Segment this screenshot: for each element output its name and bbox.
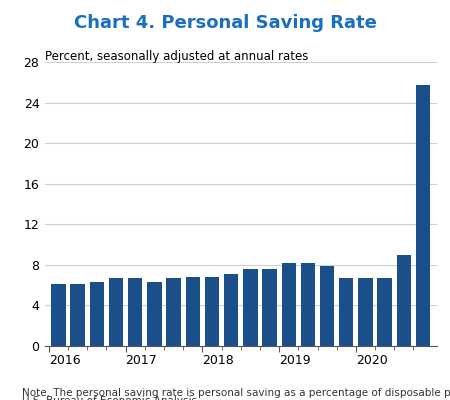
Bar (339, 278, 354, 346)
Bar (185, 277, 200, 346)
Bar (301, 263, 315, 346)
Bar (71, 284, 85, 346)
Bar (147, 282, 162, 346)
Bar (205, 277, 219, 346)
Text: U.S. Bureau of Economic Analysis: U.S. Bureau of Economic Analysis (22, 396, 198, 400)
Text: Percent, seasonally adjusted at annual rates: Percent, seasonally adjusted at annual r… (45, 50, 308, 63)
Bar (51, 284, 66, 346)
Bar (262, 269, 277, 346)
Bar (224, 274, 238, 346)
Bar (243, 269, 257, 346)
Bar (282, 263, 296, 346)
Text: Note. The personal saving rate is personal saving as a percentage of disposable : Note. The personal saving rate is person… (22, 388, 450, 398)
Bar (397, 255, 411, 346)
Bar (378, 278, 392, 346)
Text: Chart 4. Personal Saving Rate: Chart 4. Personal Saving Rate (73, 14, 377, 32)
Bar (416, 85, 430, 346)
Bar (166, 278, 181, 346)
Bar (358, 278, 373, 346)
Bar (320, 266, 334, 346)
Bar (109, 278, 123, 346)
Bar (128, 278, 142, 346)
Bar (90, 282, 104, 346)
